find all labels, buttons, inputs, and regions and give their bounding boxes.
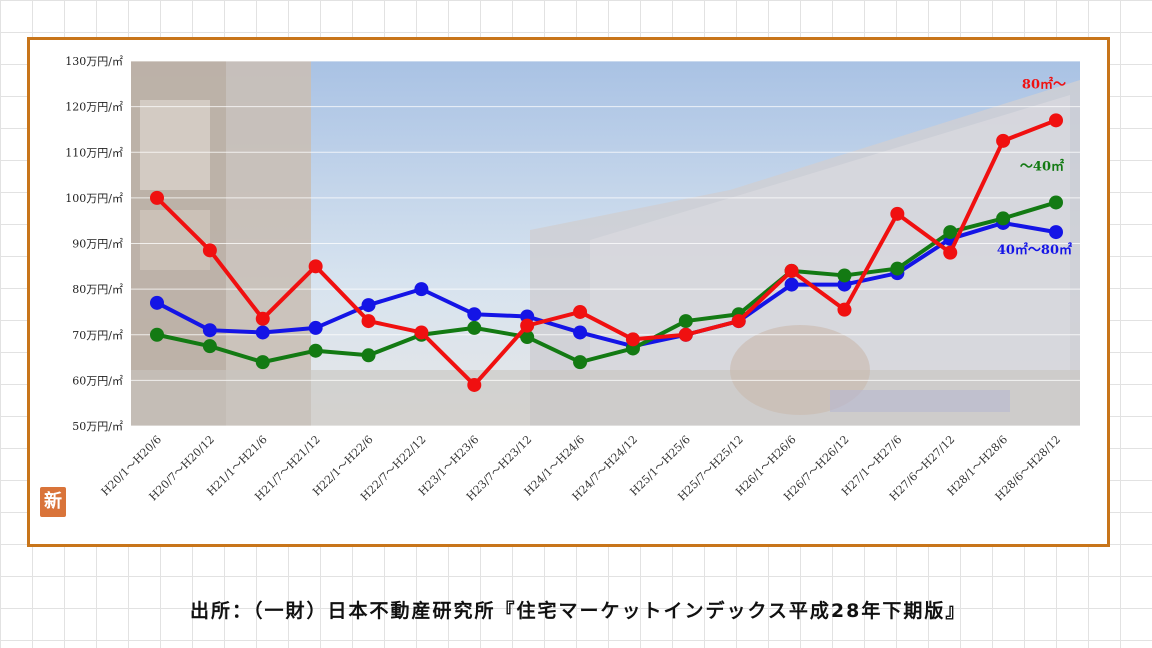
data-point bbox=[625, 332, 640, 347]
series-label: 40㎡～80㎡ bbox=[997, 242, 1072, 258]
y-gridlines bbox=[131, 60, 1080, 427]
series-line bbox=[156, 220, 1057, 349]
y-axis: 130万円/㎡ 120万円/㎡ 110万円/㎡ 100万円/㎡ 90万円/㎡ 80万円/㎡… bbox=[65, 55, 123, 433]
y-tick-label: 60万円/㎡ bbox=[72, 374, 123, 387]
line-chart: 130万円/㎡ 120万円/㎡ 110万円/㎡ 100万円/㎡ 90万円/㎡ 80万円/㎡… bbox=[65, 55, 1080, 503]
data-point bbox=[467, 377, 482, 392]
y-tick-label: 50万円/㎡ bbox=[72, 420, 123, 433]
data-point bbox=[202, 339, 217, 354]
data-point bbox=[361, 348, 376, 363]
data-point bbox=[573, 355, 588, 370]
data-point bbox=[361, 298, 376, 313]
data-point bbox=[1049, 225, 1063, 240]
data-point bbox=[255, 355, 270, 370]
data-point bbox=[308, 259, 323, 274]
series-line bbox=[155, 118, 1057, 387]
data-point bbox=[678, 327, 693, 342]
series-label: 80㎡～ bbox=[1022, 76, 1066, 92]
data-point bbox=[784, 263, 799, 278]
data-point bbox=[996, 133, 1011, 148]
y-tick-label: 70万円/㎡ bbox=[72, 329, 123, 342]
data-point bbox=[890, 206, 905, 221]
y-tick-label: 130万円/㎡ bbox=[65, 55, 123, 68]
x-axis: H20/1～H20/6H20/7～H20/12H21/1～H21/6H21/7～… bbox=[99, 433, 1063, 503]
data-point bbox=[202, 323, 217, 338]
data-point bbox=[996, 211, 1011, 226]
y-tick-label: 100万円/㎡ bbox=[65, 192, 123, 205]
series-label: ～40㎡ bbox=[1020, 158, 1064, 174]
series-1 bbox=[150, 195, 1063, 370]
data-point bbox=[150, 327, 164, 342]
data-point bbox=[150, 295, 164, 310]
data-point bbox=[467, 307, 482, 322]
series-labels: 40㎡～80㎡ ～40㎡ 80㎡～ bbox=[997, 76, 1072, 258]
series-line bbox=[156, 200, 1057, 365]
data-point bbox=[837, 268, 852, 283]
chart-frame: 130万円/㎡ 120万円/㎡ 110万円/㎡ 100万円/㎡ 90万円/㎡ 80万円/㎡… bbox=[27, 37, 1110, 547]
data-point bbox=[308, 320, 323, 335]
y-tick-label: 110万円/㎡ bbox=[65, 146, 123, 159]
source-note: 出所：（一財）日本不動産研究所『住宅マーケットインデックス平成28年下期版』 bbox=[190, 600, 967, 622]
series-2 bbox=[150, 113, 1063, 392]
data-point bbox=[520, 318, 535, 333]
data-point bbox=[890, 261, 905, 276]
data-point bbox=[414, 325, 429, 340]
data-point bbox=[255, 325, 270, 340]
data-point bbox=[308, 343, 323, 358]
data-point bbox=[573, 325, 588, 340]
data-point bbox=[731, 314, 746, 329]
data-point bbox=[1049, 195, 1063, 210]
data-point bbox=[150, 190, 164, 205]
data-point bbox=[784, 277, 799, 292]
data-point bbox=[1049, 113, 1063, 128]
data-point bbox=[414, 282, 429, 297]
data-point bbox=[467, 320, 482, 335]
data-point bbox=[678, 314, 693, 329]
data-point bbox=[943, 225, 958, 240]
y-tick-label: 90万円/㎡ bbox=[72, 238, 123, 251]
data-point bbox=[573, 304, 588, 319]
data-point bbox=[202, 243, 217, 258]
series-layer bbox=[150, 113, 1063, 392]
data-point bbox=[943, 245, 958, 260]
new-badge: 新 bbox=[40, 487, 66, 517]
y-tick-label: 80万円/㎡ bbox=[72, 283, 123, 296]
data-point bbox=[361, 314, 376, 329]
data-point bbox=[255, 311, 270, 326]
data-point bbox=[837, 302, 852, 317]
data-point bbox=[520, 330, 535, 345]
y-tick-label: 120万円/㎡ bbox=[65, 101, 123, 114]
